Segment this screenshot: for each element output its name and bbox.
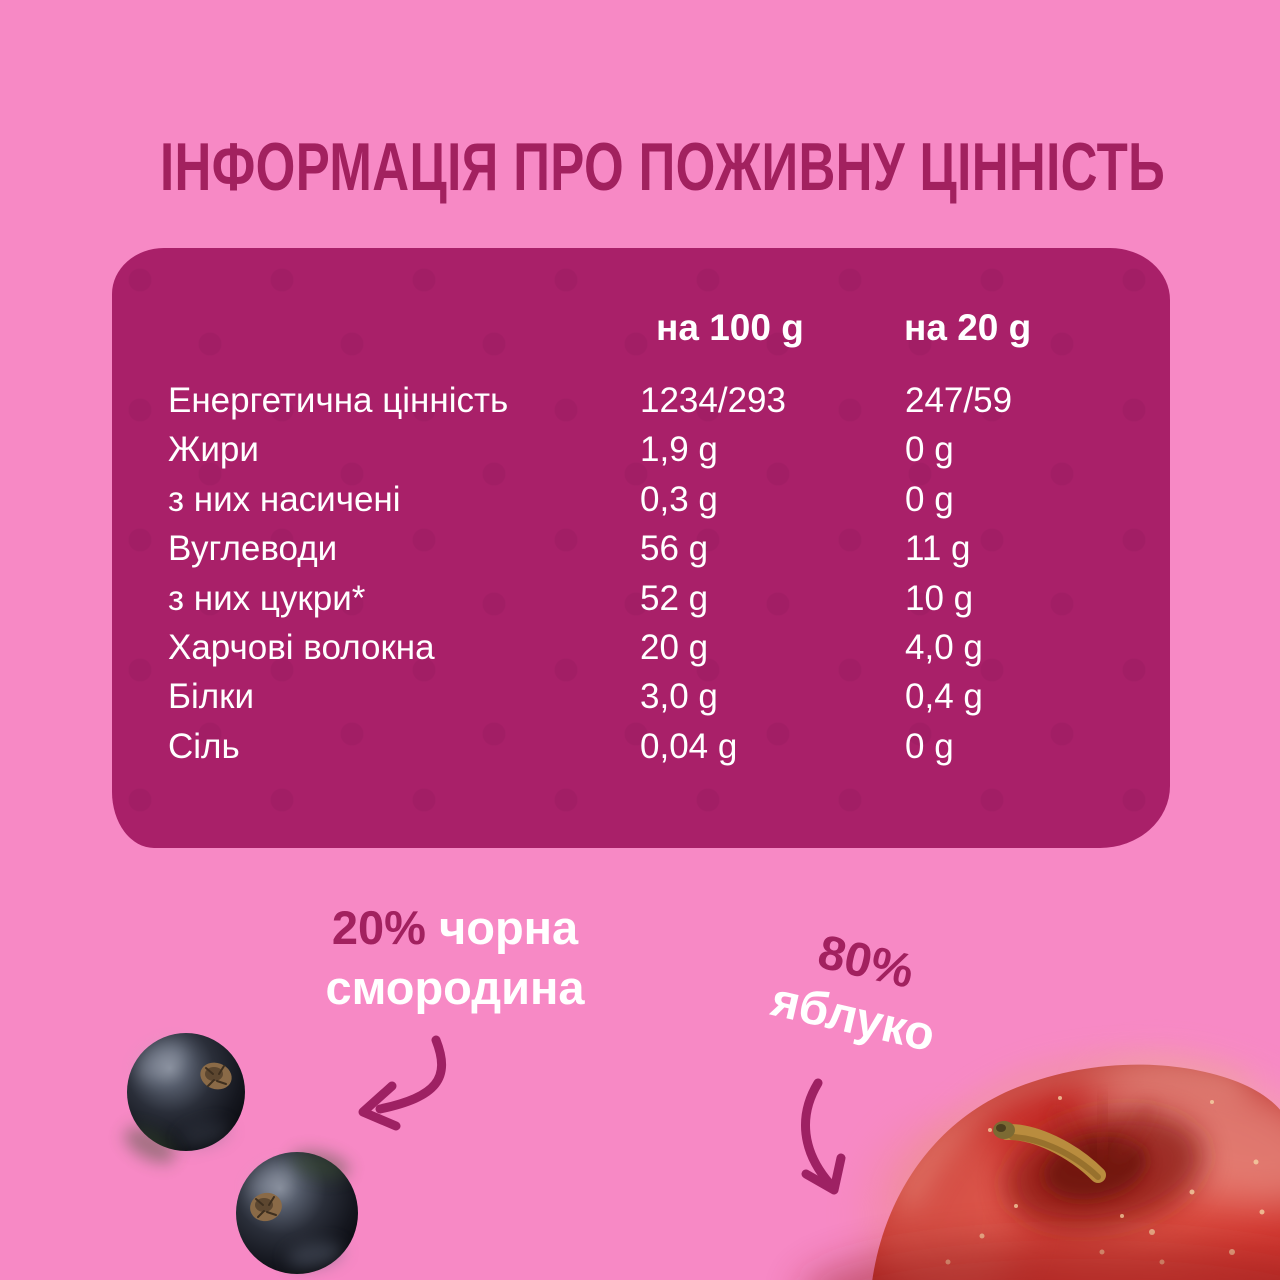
row-label: з них цукри* bbox=[168, 578, 366, 618]
row-label: Білки bbox=[168, 677, 255, 717]
column-header-per-20g: на 20 g bbox=[904, 307, 1032, 348]
currant-percent: 20% bbox=[331, 901, 426, 954]
page-title: ІНФОРМАЦІЯ ПРО ПОЖИВНУ ЦІННІСТЬ bbox=[160, 129, 1166, 205]
nutrition-card: на 100 g на 20 g Енергетична цінність 12… bbox=[112, 248, 1170, 848]
row-label: Енергетична цінність bbox=[168, 381, 509, 420]
row-value-per100: 56 g bbox=[640, 529, 709, 569]
row-value-per100: 0,04 g bbox=[640, 726, 738, 766]
table-row: Білки 3,0 g 0,4 g bbox=[168, 672, 1134, 721]
row-value-per20: 0 g bbox=[905, 726, 954, 766]
table-row: Харчові волокна 20 g 4,0 g bbox=[168, 623, 1134, 672]
currant-callout-line1: 20% чорна bbox=[290, 898, 620, 958]
row-value-per20: 0,4 g bbox=[905, 677, 983, 717]
table-row: Жири 1,9 g 0 g bbox=[168, 425, 1134, 474]
currant-callout: 20% чорна смородина bbox=[290, 898, 620, 1018]
table-header-row: на 100 g на 20 g bbox=[168, 306, 1134, 350]
currant-word1: чорна bbox=[438, 901, 579, 954]
column-header-per-100g: на 100 g bbox=[656, 307, 804, 348]
berry-1-calyx bbox=[200, 1062, 232, 1090]
row-value-per20: 10 g bbox=[905, 578, 974, 618]
row-label: Жири bbox=[168, 430, 259, 470]
row-value-per20: 247/59 bbox=[905, 381, 1013, 420]
row-label: Сіль bbox=[168, 726, 240, 766]
apple-stem bbox=[993, 1121, 1106, 1183]
blackcurrant-berry-2 bbox=[236, 1150, 358, 1274]
table-row: з них насичені 0,3 g 0 g bbox=[168, 475, 1134, 524]
apple-arrow-icon bbox=[801, 1078, 846, 1195]
red-apple-illustration bbox=[810, 1055, 1280, 1280]
row-value-per20: 4,0 g bbox=[905, 628, 983, 668]
table-row: Сіль 0,04 g 0 g bbox=[168, 722, 1134, 771]
row-value-per20: 0 g bbox=[905, 430, 954, 470]
currant-arrow-icon bbox=[358, 1035, 447, 1131]
row-label: Вуглеводи bbox=[168, 529, 338, 569]
row-value-per100: 1234/293 bbox=[640, 381, 786, 420]
table-row: з них цукри* 52 g 10 g bbox=[168, 574, 1134, 623]
row-value-per20: 0 g bbox=[905, 479, 954, 519]
blackcurrant-berry-1 bbox=[124, 1033, 245, 1164]
row-value-per100: 3,0 g bbox=[640, 677, 718, 717]
row-label: Харчові волокна bbox=[168, 628, 435, 668]
row-value-per100: 52 g bbox=[640, 578, 709, 618]
table-row: Вуглеводи 56 g 11 g bbox=[168, 524, 1134, 573]
nutrition-table: на 100 g на 20 g Енергетична цінність 12… bbox=[168, 306, 1134, 771]
table-row: Енергетична цінність 1234/293 247/59 bbox=[168, 376, 1134, 425]
row-label: з них насичені bbox=[168, 479, 401, 519]
currant-word2: смородина bbox=[325, 961, 585, 1014]
row-value-per100: 1,9 g bbox=[640, 430, 718, 470]
row-value-per100: 20 g bbox=[640, 628, 709, 668]
berry-2-calyx bbox=[250, 1192, 282, 1222]
row-value-per20: 11 g bbox=[905, 529, 971, 569]
row-value-per100: 0,3 g bbox=[640, 479, 718, 519]
